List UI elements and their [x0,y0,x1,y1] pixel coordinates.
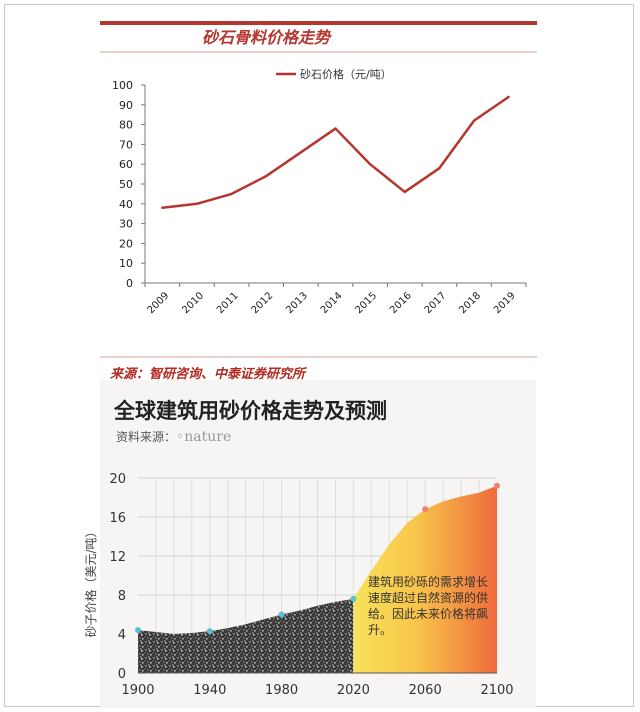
y-tick-label: 8 [118,589,126,604]
data-marker [494,482,500,489]
data-marker [135,627,141,634]
nature-name: nature [184,429,232,445]
y-axis-label: 砂子价格（美元/吨） [83,525,98,637]
data-point [230,192,233,196]
x-tick-label: 1940 [193,683,226,698]
data-marker [350,595,357,602]
data-marker [278,611,285,618]
x-tick-label: 2060 [409,683,442,698]
y-tick-label: 0 [126,277,133,290]
price-trend-chart: 砂石骨料价格走势砂石价格（元/吨）01020304050607080901002… [100,21,537,358]
source-label: 资料来源： [116,430,177,444]
source-note: 来源：智研咨询、中泰证券研究所 [110,367,306,382]
y-tick-label: 0 [118,667,126,682]
y-tick-label: 10 [119,257,133,270]
forecast-title: 全球建筑用砂价格走势及预测 [114,399,387,423]
y-tick-label: 20 [109,472,126,487]
x-tick-label: 1980 [265,683,298,698]
forecast-annotation: 建筑用砂砾的需求增长速度超过自然资源的供给。因此未来价格将飙升。 [368,575,489,637]
nature-dot-icon: ◦ [176,429,185,445]
x-tick-label: 2100 [480,683,513,698]
x-tick-label: 1900 [121,683,154,698]
data-point [472,119,476,122]
y-tick-label: 20 [119,237,133,250]
forecast-area [353,485,497,673]
legend-label: 砂石价格（元/吨） [300,67,392,81]
data-point [403,190,406,194]
y-tick-label: 12 [109,550,126,565]
y-tick-label: 80 [119,119,133,132]
y-tick-label: 4 [118,628,126,643]
y-tick-label: 50 [119,178,133,191]
y-tick-label: 30 [119,218,133,231]
y-tick-label: 40 [119,198,133,211]
historical-area [138,598,354,673]
y-tick-label: 60 [119,158,133,171]
y-tick-label: 16 [109,511,126,526]
chart-title: 砂石骨料价格走势 [202,28,332,47]
data-point [507,95,510,99]
data-point [368,163,372,166]
data-point [299,151,303,154]
data-point [334,127,337,130]
y-tick-label: 90 [119,99,133,112]
data-marker [206,628,213,635]
header-rule [100,21,537,25]
data-point [265,174,268,178]
x-tick-label: 2020 [337,683,370,698]
data-point [195,202,199,205]
data-point [438,166,441,170]
nature-logo: ◦nature [176,429,231,445]
y-tick-label: 100 [112,79,133,92]
data-marker [422,506,429,513]
data-point [161,206,164,209]
y-tick-label: 70 [119,138,133,151]
forecast-source: 资料来源：◦nature [116,428,231,445]
